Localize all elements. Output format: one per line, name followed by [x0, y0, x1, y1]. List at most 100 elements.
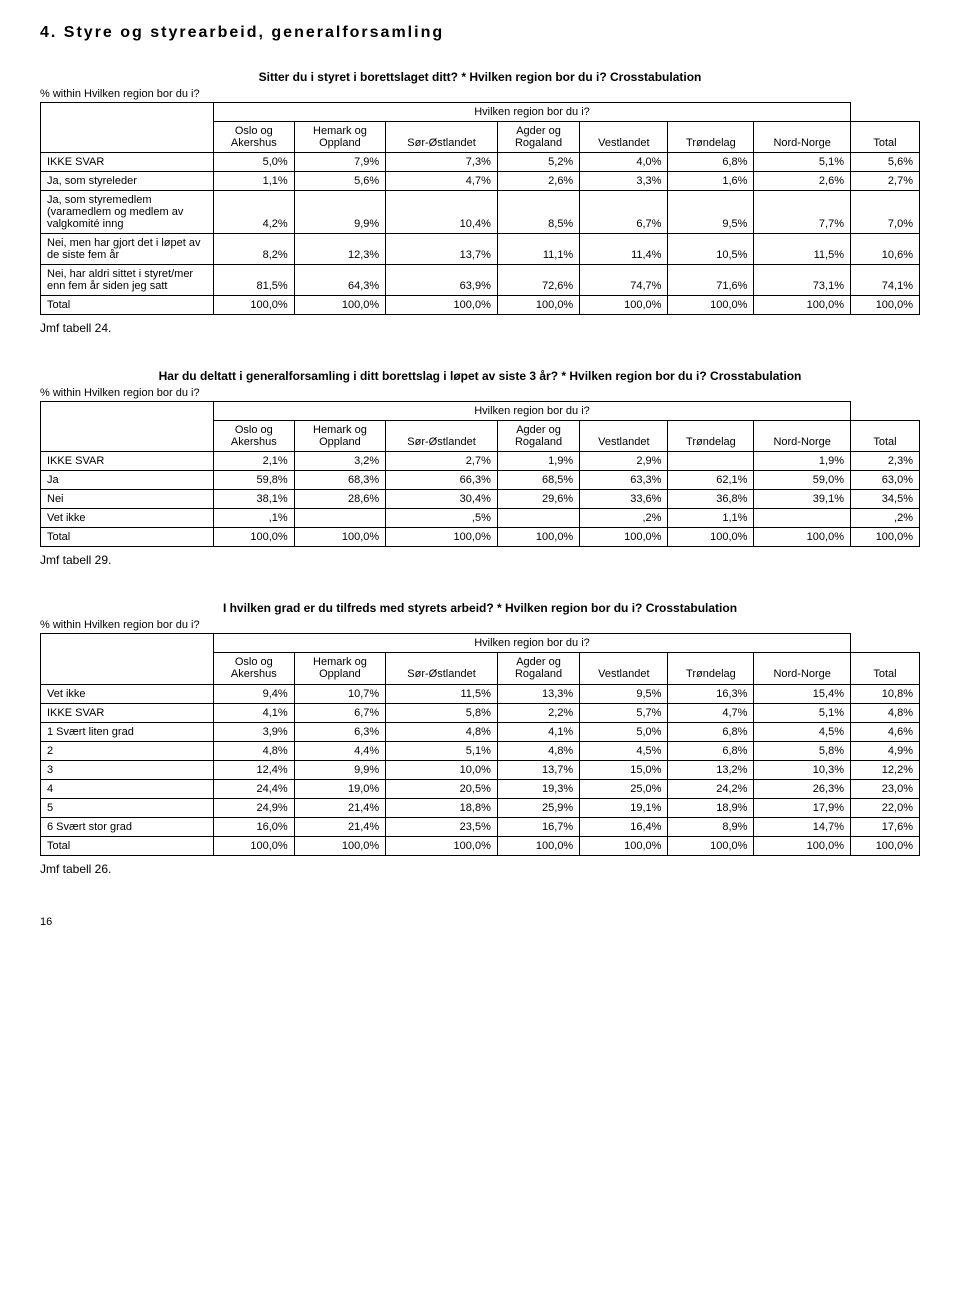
- group-header: Hvilken region bor du i?: [214, 103, 851, 122]
- cell: 13,2%: [668, 760, 754, 779]
- cell: 2,7%: [850, 172, 919, 191]
- cell: 10,4%: [386, 191, 498, 234]
- table-row: Vet ikke,1%,5%,2%1,1%,2%: [41, 509, 920, 528]
- cell: 10,7%: [294, 684, 386, 703]
- row-label: 3: [41, 760, 214, 779]
- cell: 64,3%: [294, 265, 386, 296]
- column-header: Oslo ogAkershus: [214, 421, 295, 452]
- cell: 12,2%: [850, 760, 919, 779]
- column-header: Hemark ogOppland: [294, 122, 386, 153]
- cell: 59,0%: [754, 471, 851, 490]
- cell: 4,8%: [386, 722, 498, 741]
- cell: 2,9%: [580, 452, 668, 471]
- cell: 5,8%: [386, 703, 498, 722]
- table-row: Nei38,1%28,6%30,4%29,6%33,6%36,8%39,1%34…: [41, 490, 920, 509]
- row-label: Vet ikke: [41, 509, 214, 528]
- cell: 81,5%: [214, 265, 295, 296]
- column-header: Nord-Norge: [754, 653, 851, 684]
- cell: 74,7%: [580, 265, 668, 296]
- cell: ,2%: [580, 509, 668, 528]
- cell: 5,0%: [214, 153, 295, 172]
- column-header: Trøndelag: [668, 653, 754, 684]
- row-label-header: [41, 634, 214, 684]
- cell: 100,0%: [214, 528, 295, 547]
- cell: 72,6%: [497, 265, 579, 296]
- cell: 7,0%: [850, 191, 919, 234]
- cell: 26,3%: [754, 779, 851, 798]
- cell: ,5%: [386, 509, 498, 528]
- cell: 4,1%: [214, 703, 295, 722]
- cell: 25,9%: [497, 798, 579, 817]
- cell: 2,1%: [214, 452, 295, 471]
- cell: 100,0%: [668, 836, 754, 855]
- row-label-header: [41, 402, 214, 452]
- table-row: Total100,0%100,0%100,0%100,0%100,0%100,0…: [41, 528, 920, 547]
- cell: 100,0%: [214, 836, 295, 855]
- cell: 4,7%: [668, 703, 754, 722]
- table2-title: Har du deltatt i generalforsamling i dit…: [40, 369, 920, 383]
- cell: 100,0%: [580, 296, 668, 315]
- cell: 4,5%: [754, 722, 851, 741]
- cell: 9,4%: [214, 684, 295, 703]
- table-row: Ja59,8%68,3%66,3%68,5%63,3%62,1%59,0%63,…: [41, 471, 920, 490]
- cell: [754, 509, 851, 528]
- cell: ,2%: [850, 509, 919, 528]
- table-row: 6 Svært stor grad16,0%21,4%23,5%16,7%16,…: [41, 817, 920, 836]
- cell: 8,2%: [214, 234, 295, 265]
- row-label: IKKE SVAR: [41, 153, 214, 172]
- cell: 100,0%: [668, 528, 754, 547]
- cell: 1,1%: [668, 509, 754, 528]
- cell: 21,4%: [294, 817, 386, 836]
- cell: 3,2%: [294, 452, 386, 471]
- cell: 18,8%: [386, 798, 498, 817]
- cell: 100,0%: [754, 296, 851, 315]
- table3-note: % within Hvilken region bor du i?: [40, 619, 920, 631]
- cell: 5,6%: [850, 153, 919, 172]
- table-row: IKKE SVAR2,1%3,2%2,7%1,9%2,9%1,9%2,3%: [41, 452, 920, 471]
- cell: 4,7%: [386, 172, 498, 191]
- cell: 13,7%: [386, 234, 498, 265]
- cell: 16,0%: [214, 817, 295, 836]
- cell: 100,0%: [214, 296, 295, 315]
- cell: 16,3%: [668, 684, 754, 703]
- group-header: Hvilken region bor du i?: [214, 634, 851, 653]
- cell: 7,3%: [386, 153, 498, 172]
- cell: 7,9%: [294, 153, 386, 172]
- cell: [668, 452, 754, 471]
- cell: 2,2%: [497, 703, 579, 722]
- column-header: Nord-Norge: [754, 421, 851, 452]
- row-label: IKKE SVAR: [41, 703, 214, 722]
- table-row: Ja, som styreleder1,1%5,6%4,7%2,6%3,3%1,…: [41, 172, 920, 191]
- cell: 100,0%: [668, 296, 754, 315]
- cell: 11,1%: [497, 234, 579, 265]
- cell: 4,8%: [850, 703, 919, 722]
- table3: Hvilken region bor du i?Oslo ogAkershusH…: [40, 633, 920, 855]
- cell: 2,3%: [850, 452, 919, 471]
- cell: 4,4%: [294, 741, 386, 760]
- cell: 68,5%: [497, 471, 579, 490]
- table1: Hvilken region bor du i?Oslo ogAkershusH…: [40, 102, 920, 315]
- cell: 1,9%: [497, 452, 579, 471]
- cell: 20,5%: [386, 779, 498, 798]
- row-label: Ja, som styremedlem (varamedlem og medle…: [41, 191, 214, 234]
- row-label: 6 Svært stor grad: [41, 817, 214, 836]
- cell: 74,1%: [850, 265, 919, 296]
- cell: 11,5%: [754, 234, 851, 265]
- table-row: Vet ikke9,4%10,7%11,5%13,3%9,5%16,3%15,4…: [41, 684, 920, 703]
- cell: 5,1%: [754, 153, 851, 172]
- cell: 2,6%: [497, 172, 579, 191]
- table-row: 1 Svært liten grad3,9%6,3%4,8%4,1%5,0%6,…: [41, 722, 920, 741]
- cell: 38,1%: [214, 490, 295, 509]
- cell: 14,7%: [754, 817, 851, 836]
- column-header: Oslo ogAkershus: [214, 653, 295, 684]
- cell: 100,0%: [497, 836, 579, 855]
- cell: 100,0%: [386, 836, 498, 855]
- cell: 71,6%: [668, 265, 754, 296]
- row-label: 2: [41, 741, 214, 760]
- column-header: Sør-Østlandet: [386, 421, 498, 452]
- cell: 2,7%: [386, 452, 498, 471]
- cell: [294, 509, 386, 528]
- cell: 4,5%: [580, 741, 668, 760]
- total-header-blank: [850, 634, 919, 653]
- cell: 3,9%: [214, 722, 295, 741]
